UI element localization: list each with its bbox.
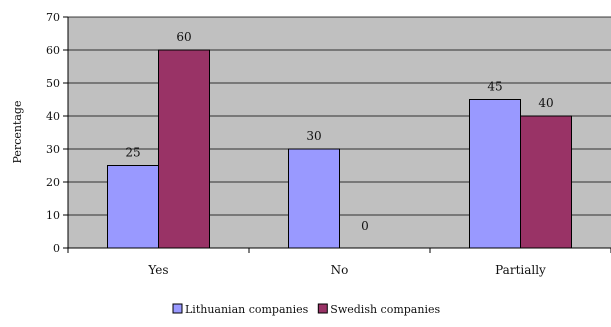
- y-axis: 0 10 20 30 40 50 60 70: [46, 11, 69, 255]
- y-tick-label: 30: [46, 143, 60, 156]
- y-tick-label: 60: [46, 44, 60, 57]
- data-label: 40: [538, 96, 553, 110]
- y-tick-label: 40: [46, 110, 60, 123]
- legend-label: Swedish companies: [330, 303, 440, 316]
- legend-swatch: [172, 303, 183, 314]
- x-tick-label: No: [331, 263, 349, 277]
- y-tick-label: 0: [53, 242, 60, 255]
- x-axis: Yes No Partially: [67, 247, 611, 277]
- y-axis-label: Percentage: [11, 101, 24, 164]
- x-tick-label: Yes: [147, 263, 168, 277]
- data-label: 45: [487, 80, 502, 94]
- data-label: 60: [176, 30, 191, 44]
- data-labels: 25 60 30 0 45 40: [125, 30, 553, 233]
- legend: Lithuanian companies Swedish companies: [172, 303, 440, 316]
- bar: [107, 165, 159, 249]
- y-tick-label: 10: [46, 209, 60, 222]
- y-tick-label: 20: [46, 176, 60, 189]
- bar: [158, 49, 210, 249]
- y-tick-label: 70: [46, 11, 60, 24]
- legend-label: Lithuanian companies: [185, 303, 309, 316]
- bar: [520, 115, 572, 249]
- y-tick-label: 50: [46, 77, 60, 90]
- data-label: 25: [125, 146, 140, 160]
- legend-swatch: [317, 303, 328, 314]
- data-label: 30: [306, 129, 321, 143]
- data-label: 0: [361, 219, 369, 233]
- bar: [288, 148, 340, 249]
- bars: [107, 49, 572, 249]
- bar: [469, 99, 521, 249]
- x-tick-label: Partially: [495, 263, 546, 277]
